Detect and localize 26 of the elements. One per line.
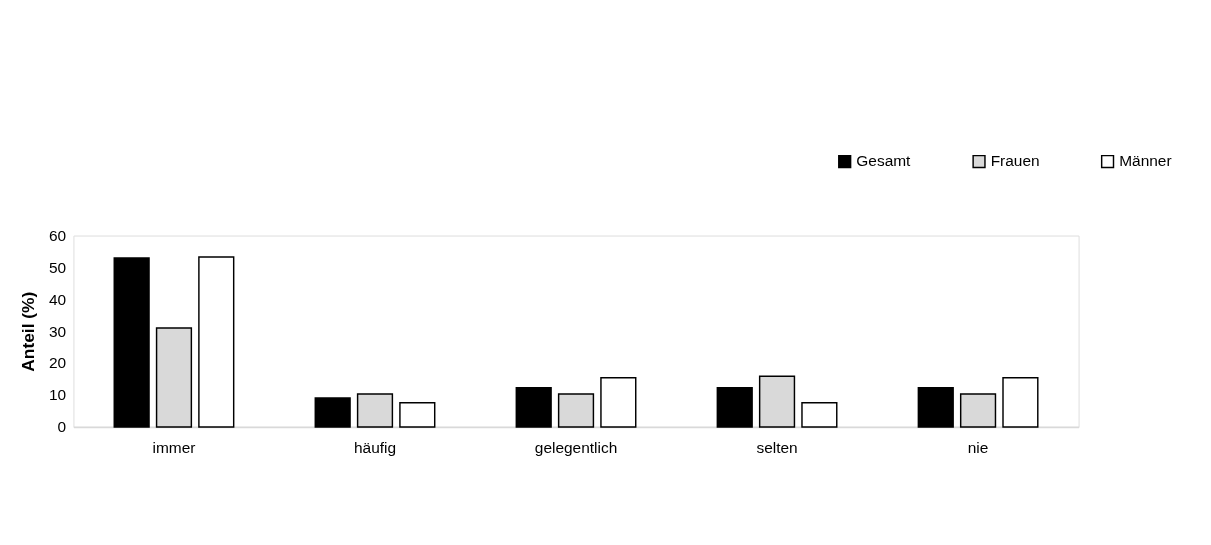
y-tick-label: 40 <box>49 290 67 308</box>
bar <box>600 377 637 428</box>
legend-label: Gesamt <box>856 152 912 170</box>
x-tick-label: immer <box>152 439 196 457</box>
bar <box>1002 377 1039 428</box>
x-tick-label: nie <box>967 439 989 457</box>
bar <box>198 256 235 428</box>
y-tick-label: 60 <box>49 226 67 244</box>
y-tick-label: 0 <box>57 418 67 436</box>
y-tick-label: 50 <box>49 258 67 276</box>
x-tick-label: häufig <box>353 439 397 457</box>
y-tick-label: 30 <box>49 322 67 340</box>
bar <box>917 386 954 428</box>
bar <box>113 257 150 428</box>
bar <box>801 401 838 428</box>
bar <box>515 386 552 428</box>
y-tick-label: 10 <box>49 386 67 404</box>
legend-label: Männer <box>1119 152 1172 170</box>
y-tick-label: 20 <box>49 354 67 372</box>
y-axis-title: Anteil (%) <box>17 291 38 372</box>
legend-label: Frauen <box>990 152 1040 170</box>
bar <box>399 401 436 428</box>
x-tick-label: selten <box>756 439 798 457</box>
bar <box>716 386 753 428</box>
bar <box>314 397 351 428</box>
x-tick-label: gelegentlich <box>534 439 618 457</box>
